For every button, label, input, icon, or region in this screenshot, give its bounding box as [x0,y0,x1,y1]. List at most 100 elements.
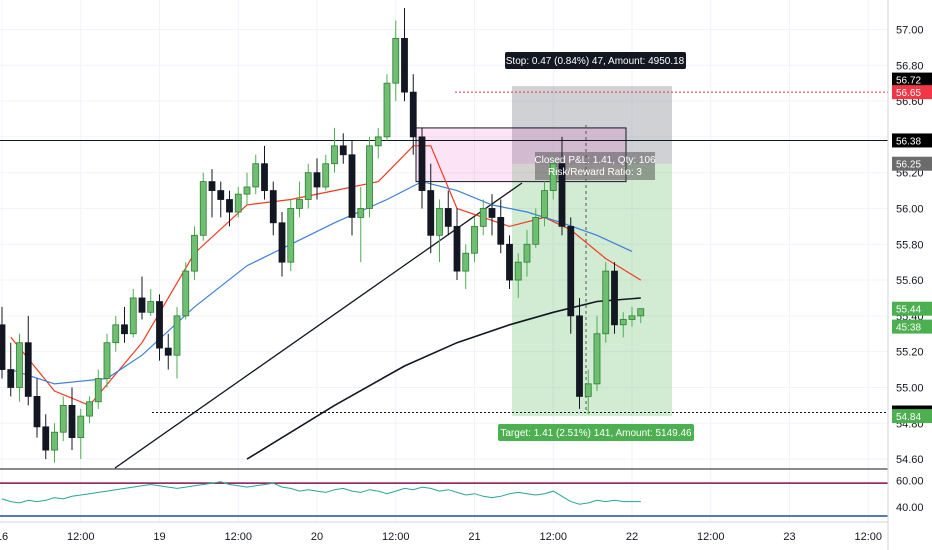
candle [488,194,496,236]
candle [541,181,548,227]
rsi-tick-label: 40.00 [896,502,924,514]
candle-body [86,401,93,417]
candle-body [7,369,15,388]
candle-body [138,297,146,313]
candle [401,8,408,102]
candle-body [51,431,58,451]
candle-body [409,91,417,138]
candle [357,186,365,263]
candle [77,408,85,460]
candle-body [436,208,443,236]
candle-body [304,172,312,200]
candle-body [453,225,461,272]
candle-body [392,38,400,84]
price-tick-label: 55.60 [896,275,924,287]
rsi-tick-label: 60.00 [896,476,924,488]
candle-body [33,396,41,428]
candle-body [16,342,23,388]
candle-body [129,297,137,335]
grid [0,0,888,522]
stop-zone [512,86,672,164]
candle [567,217,575,334]
price-tick-label: 54.60 [896,454,924,466]
candle-body [226,199,233,213]
candle [173,306,181,379]
candle [287,199,295,272]
price-tag-bg [892,72,932,87]
moving-average-line [10,145,642,407]
annotation-labels: Stop: 0.47 (0.84%) 47, Amount: 4950.18 C… [498,52,694,441]
candle-body [427,190,435,236]
candle [68,387,76,451]
candle [637,308,645,324]
price-tag: 56.72 [892,72,932,87]
candle-body [261,163,268,191]
candle [112,315,120,352]
price-tag-bg [892,301,932,316]
price-tag-label: 54.84 [896,412,921,423]
candle-body [191,234,198,272]
candle [147,289,155,316]
candle [576,297,583,409]
candle-body [278,222,286,263]
price-tag: 56.25 [892,156,932,171]
candle-body [506,243,513,281]
candle [584,369,592,415]
candle-body [628,315,636,320]
price-tag-bg [892,319,932,334]
candle [383,74,391,141]
price-tick-label: 55.80 [896,239,924,251]
price-tag-label: 45:38 [896,323,921,334]
candle-body [514,261,522,281]
candle [453,208,461,281]
candle [103,333,111,388]
time-axis[interactable]: 16 12:00 19 12:00 20 12:00 21 12:00 22 12:00 23 12:… [0,521,932,543]
price-tag-bg [892,133,932,148]
candle [0,306,6,379]
time-tick-label: 12:00 [697,531,725,543]
risk-reward-label: Risk/Reward Ratio: 3 [548,167,642,178]
candle [121,306,128,343]
closed-pnl-label: Closed P&L: 1.41, Qty: 106 [534,155,656,166]
price-tag-bg [892,156,932,171]
target-label-bg [498,424,694,441]
candle [523,229,531,277]
candle-body [182,270,190,317]
candle [33,378,41,438]
candle-body [549,163,557,191]
price-tag: 45:38 [892,319,932,334]
candle-body [401,38,408,93]
candle-body [479,208,487,227]
price-tag-label: 56.72 [896,76,921,87]
candle-body [558,163,566,227]
candle-body [497,217,505,245]
moving-average-line [246,297,641,460]
candle [208,169,216,218]
candle [217,181,225,218]
stop-label-bg [505,52,686,69]
candle-body [383,82,391,138]
candle [24,315,32,406]
candle-body [217,190,225,200]
candle-body [619,319,627,326]
candle-body [523,243,531,263]
time-tick-label: 20 [311,531,323,543]
price-tag: 55.44 [892,301,932,316]
time-tick-label: 16 [0,531,8,543]
stop-label: Stop: 0.47 (0.84%) 47, Amount: 4950.18 [506,56,685,67]
candle [252,154,260,195]
candle-body [234,193,242,213]
candle [549,154,557,200]
candle [497,199,505,254]
candle [7,342,15,397]
candle [444,190,452,236]
candle-body [418,136,426,191]
candle [296,181,303,218]
candle [182,262,190,320]
candle [462,244,470,290]
candle [269,181,277,236]
candle [86,396,93,424]
candles[interactable] [0,8,645,463]
